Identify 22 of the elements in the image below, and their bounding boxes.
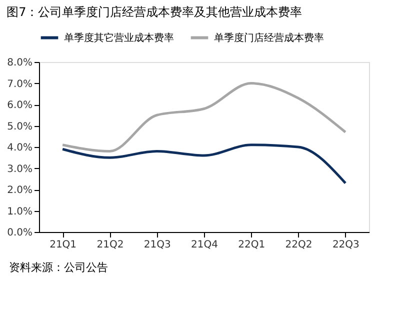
legend-label: 单季度其它营业成本费率 <box>64 32 174 44</box>
x-tick-label: 21Q1 <box>50 240 77 250</box>
y-tick-label: 0.0% <box>7 228 32 238</box>
x-tick-label: 22Q1 <box>238 240 266 250</box>
chart-title: 图7：公司单季度门店经营成本费率及其他营业成本费率 <box>6 5 302 19</box>
x-tick-label: 22Q3 <box>332 240 360 250</box>
y-tick-label: 1.0% <box>7 206 32 218</box>
line-series <box>61 144 347 184</box>
x-tick-label: 21Q3 <box>144 240 171 250</box>
x-tick-label: 22Q2 <box>285 240 312 250</box>
legend-label: 单季度门店经营成本费率 <box>214 32 324 44</box>
y-tick-label: 7.0% <box>7 78 32 90</box>
y-tick-label: 3.0% <box>7 164 32 175</box>
text: 资料来源：公司公告 <box>9 261 108 274</box>
y-tick-label: 6.0% <box>7 100 32 111</box>
x-tick-label: 21Q4 <box>191 240 218 250</box>
y-tick-label: 5.0% <box>7 121 32 132</box>
line-series <box>61 82 347 152</box>
x-tick-label: 21Q2 <box>96 240 124 250</box>
y-tick-label: 8.0% <box>7 58 32 68</box>
y-tick-label: 4.0% <box>7 142 32 154</box>
y-tick-label: 2.0% <box>7 185 32 196</box>
